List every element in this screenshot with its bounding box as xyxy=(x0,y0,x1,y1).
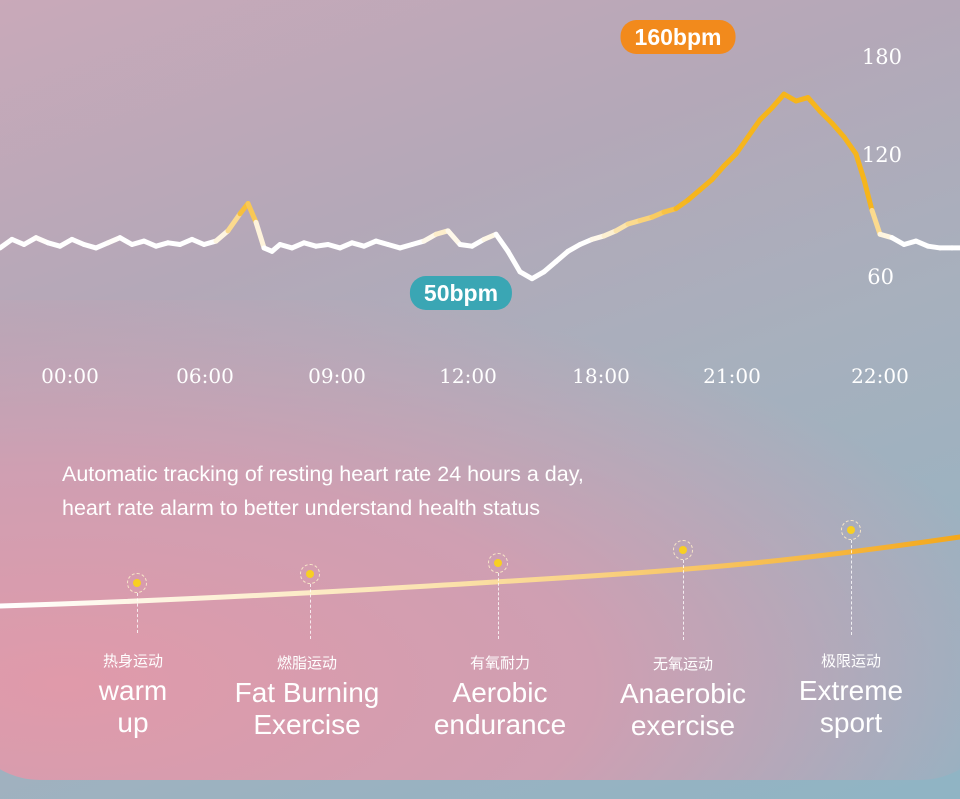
heart-rate-segment xyxy=(709,163,727,183)
zone-extreme: 极限运动 Extreme sport xyxy=(799,650,903,739)
zone-marker xyxy=(300,564,320,639)
heart-rate-line xyxy=(0,91,960,282)
heart-rate-segment xyxy=(213,228,231,244)
heart-rate-segment xyxy=(829,120,847,140)
heart-rate-segment xyxy=(841,134,859,157)
zone-en-label: Aerobic endurance xyxy=(433,677,567,740)
zone-marker xyxy=(841,520,861,635)
x-tick-label: 18:00 xyxy=(572,364,630,388)
zone-fat-burning: 燃脂运动 Fat Burning Exercise xyxy=(235,652,380,741)
zone-marker xyxy=(127,573,147,633)
intensity-curve xyxy=(0,534,960,609)
zone-marker xyxy=(673,540,693,640)
heart-rate-segment xyxy=(245,201,259,225)
heart-rate-segment xyxy=(745,117,763,140)
y-tick-label: 60 xyxy=(867,265,894,289)
zone-aerobic: 有氧耐力 Aerobic endurance xyxy=(434,652,566,741)
description-line: Automatic tracking of resting heart rate… xyxy=(62,462,584,486)
heart-rate-segment xyxy=(493,231,511,254)
zone-anaerobic: 无氧运动 Anaerobic exercise xyxy=(620,653,746,742)
heart-rate-segment xyxy=(805,95,823,114)
heart-rate-segment xyxy=(869,207,883,237)
x-tick-label: 00:00 xyxy=(41,364,99,388)
heart-rate-segment xyxy=(445,228,463,247)
zone-cn-label: 燃脂运动 xyxy=(276,654,337,672)
heart-rate-segment xyxy=(505,248,523,275)
heart-rate-segment xyxy=(697,177,715,193)
x-tick-label: 06:00 xyxy=(176,364,234,388)
x-tick-label: 22:00 xyxy=(851,364,909,388)
heart-rate-segment xyxy=(225,211,243,234)
heart-rate-segment xyxy=(553,248,571,265)
zone-marker xyxy=(488,553,508,639)
heart-rate-segment xyxy=(853,151,867,183)
description: Automatic tracking of resting heart rate… xyxy=(62,457,584,525)
heart-rate-segment xyxy=(861,177,875,213)
y-tick-label: 180 xyxy=(861,45,902,69)
background-shape xyxy=(0,300,960,780)
heart-rate-segment xyxy=(817,108,835,126)
zone-en-label: Anaerobic exercise xyxy=(619,678,747,741)
min-heart-rate-label: 50bpm xyxy=(409,276,513,310)
heart-rate-segment xyxy=(541,259,559,275)
max-heart-rate-label: 160bpm xyxy=(620,20,736,54)
heart-rate-segment xyxy=(757,105,775,123)
description-line: heart rate alarm to better understand he… xyxy=(62,496,541,520)
zone-cn-label: 热身运动 xyxy=(102,652,164,670)
x-tick-label: 21:00 xyxy=(703,364,761,388)
heart-rate-segment xyxy=(769,91,787,111)
zone-warm-up: 热身运动 warm up xyxy=(99,650,167,739)
heart-rate-segment xyxy=(721,151,739,169)
y-tick-label: 120 xyxy=(861,143,902,167)
heart-rate-segment xyxy=(685,187,703,203)
zone-en-label: warm up xyxy=(98,675,168,738)
x-tick-label: 12:00 xyxy=(439,364,497,388)
x-tick-label: 09:00 xyxy=(308,364,366,388)
zone-cn-label: 无氧运动 xyxy=(652,655,713,673)
zone-cn-label: 有氧耐力 xyxy=(469,654,530,672)
heart-rate-segment xyxy=(733,134,751,157)
zone-en-label: Extreme sport xyxy=(798,675,904,738)
zone-en-label: Fat Burning Exercise xyxy=(234,677,380,740)
heart-rate-segment xyxy=(253,219,267,251)
zone-cn-label: 极限运动 xyxy=(820,652,881,670)
